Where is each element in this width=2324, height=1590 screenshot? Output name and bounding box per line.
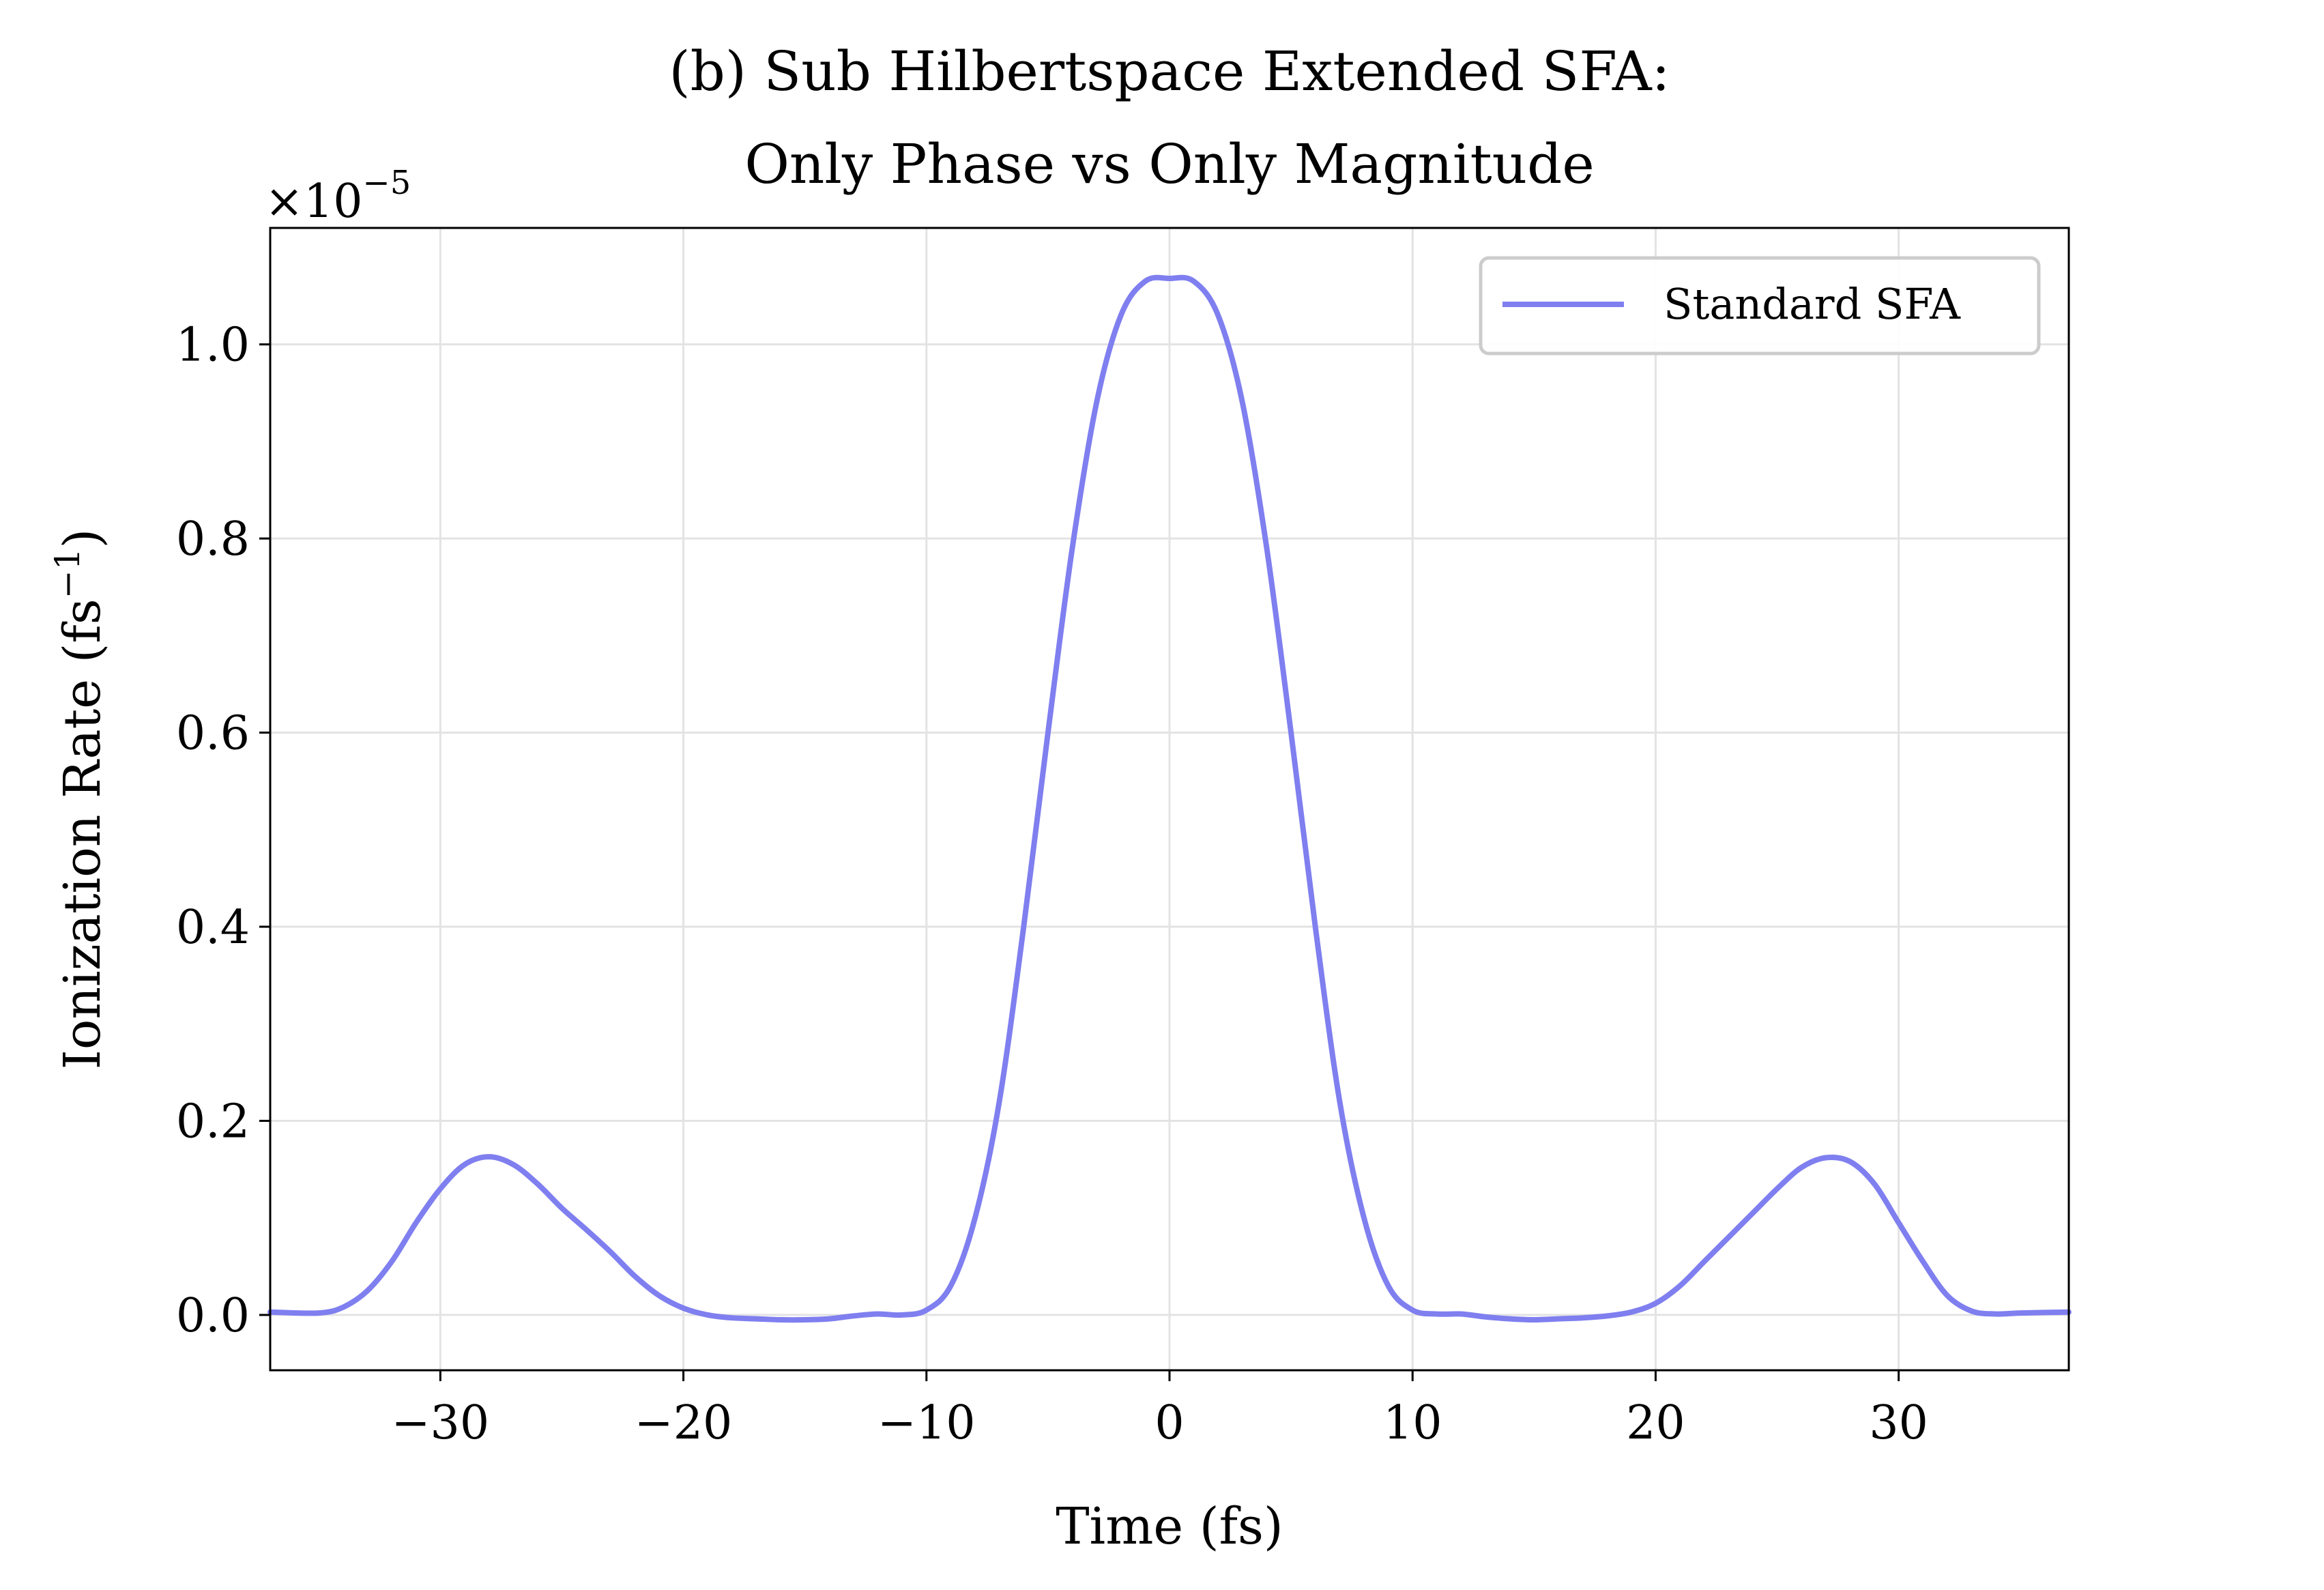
x-tick-label: −10 [877, 1396, 976, 1450]
x-tick-label: 30 [1869, 1396, 1928, 1450]
x-axis-label: Time (fs) [1056, 1497, 1283, 1556]
x-tick-label: −20 [635, 1396, 733, 1450]
y-tick-label: 0.6 [176, 707, 250, 761]
y-axis-label-sup: −1 [48, 548, 87, 598]
y-tick-label: 0.0 [176, 1289, 250, 1343]
legend-box [1479, 256, 2041, 356]
y-tick-label: 0.8 [176, 512, 250, 566]
y-scale-factor: ×10−5 [265, 164, 411, 229]
legend-label-standard-sfa: Standard SFA [1664, 279, 1961, 329]
y-tick-label: 0.4 [176, 901, 250, 955]
series-line-standard-sfa [267, 274, 2072, 1323]
y-axis-label: Ionization Rate (fs−1) [48, 529, 112, 1070]
y-scale-base: ×10 [265, 175, 363, 229]
legend: Standard SFA [1479, 256, 2041, 356]
ticks: −30 −20 −10 0 10 20 30 0.0 0.2 0.4 0.6 0.8 1.0 [176, 319, 1928, 1450]
chart-title-line-1: (b) Sub Hilbertspace Extended SFA: [669, 40, 1670, 103]
x-tick-label: 20 [1626, 1396, 1685, 1450]
x-tick-label: −30 [392, 1396, 490, 1450]
grid [270, 228, 2069, 1370]
chart-title-line-2: Only Phase vs Only Magnitude [744, 132, 1594, 196]
y-tick-label: 1.0 [176, 319, 250, 373]
x-tick-label: 0 [1154, 1396, 1184, 1450]
x-tick-label: 10 [1383, 1396, 1442, 1450]
y-scale-exponent: −5 [363, 164, 411, 202]
y-tick-label: 0.2 [176, 1095, 250, 1148]
y-axis-label-close: ) [53, 529, 112, 549]
y-axis-label-main: Ionization Rate (fs [53, 598, 112, 1069]
